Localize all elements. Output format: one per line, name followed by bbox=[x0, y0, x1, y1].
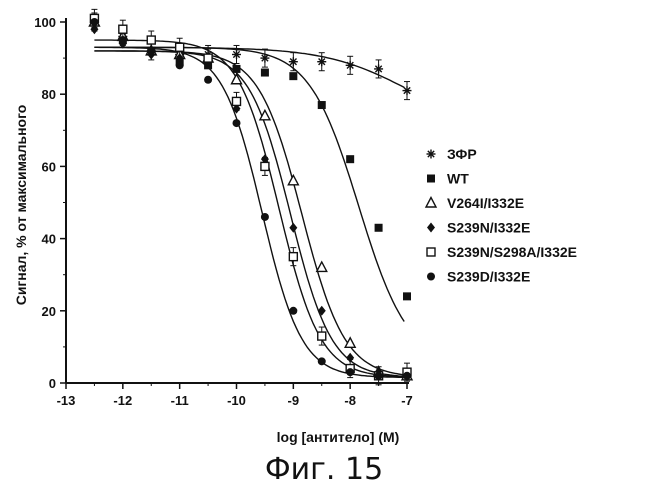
legend-item: S239D/I332E bbox=[427, 269, 530, 285]
data-point-series-6 bbox=[375, 372, 383, 380]
legend: ЗФР WT V264I/I332E S239N/I332E S239N/S298A/I… bbox=[426, 146, 577, 285]
data-point-series-6 bbox=[261, 213, 269, 221]
data-point-series-2 bbox=[375, 224, 383, 232]
data-point-series-2 bbox=[318, 101, 326, 109]
data-point-series-6 bbox=[90, 18, 98, 26]
data-point-series-6 bbox=[147, 47, 155, 55]
data-point-series-1 bbox=[232, 50, 241, 59]
data-point-series-3 bbox=[232, 74, 242, 84]
data-point-series-6 bbox=[233, 119, 241, 127]
y-tick-label: 40 bbox=[42, 232, 56, 247]
x-tick-label: -8 bbox=[344, 393, 356, 408]
data-point-series-6 bbox=[403, 372, 411, 380]
data-point-series-5 bbox=[119, 25, 127, 33]
y-tick-label: 80 bbox=[42, 87, 56, 102]
x-tick-label: -10 bbox=[227, 393, 246, 408]
data-point-series-6 bbox=[346, 368, 354, 376]
data-point-series-2 bbox=[346, 155, 354, 163]
data-point-series-6 bbox=[119, 36, 127, 44]
fit-curve-6 bbox=[94, 47, 404, 377]
x-tick-label: -11 bbox=[171, 393, 189, 408]
legend-marker bbox=[427, 223, 435, 233]
data-point-series-5 bbox=[289, 253, 297, 261]
fit-curves bbox=[94, 40, 404, 377]
data-point-series-5 bbox=[261, 162, 269, 170]
x-tick-label: -9 bbox=[288, 393, 300, 408]
legend-marker bbox=[427, 150, 436, 159]
data-point-series-1 bbox=[317, 57, 326, 66]
legend-item: V264I/I332E bbox=[426, 195, 524, 211]
data-point-series-1 bbox=[374, 64, 383, 73]
dose-response-chart: -13 -12 -11 -10 -9 -8 -7 0 20 40 60 80 100 log [анти… bbox=[0, 0, 648, 450]
legend-label: ЗФР bbox=[447, 146, 477, 162]
x-tick-label: -13 bbox=[57, 393, 76, 408]
legend-label: V264I/I332E bbox=[447, 195, 524, 211]
legend-item: S239N/I332E bbox=[427, 220, 530, 236]
data-point-series-4 bbox=[289, 223, 297, 233]
y-tick-label: 100 bbox=[34, 15, 56, 30]
data-point-series-2 bbox=[289, 72, 297, 80]
legend-marker bbox=[427, 248, 435, 256]
legend-marker bbox=[427, 175, 435, 183]
fit-curve-3 bbox=[94, 51, 404, 375]
axes: -13 -12 -11 -10 -9 -8 -7 0 20 40 60 80 100 bbox=[34, 15, 412, 408]
legend-item: ЗФР bbox=[427, 146, 477, 162]
legend-marker bbox=[426, 198, 436, 208]
data-point-series-6 bbox=[176, 61, 184, 69]
data-point-series-6 bbox=[204, 76, 212, 84]
legend-item: WT bbox=[427, 171, 469, 187]
legend-label: S239N/S298A/I332E bbox=[447, 244, 577, 260]
data-point-series-1 bbox=[346, 61, 355, 70]
y-axis-label: Сигнал, % от максимального bbox=[13, 105, 29, 306]
data-point-series-1 bbox=[260, 54, 269, 63]
data-point-series-5 bbox=[176, 43, 184, 51]
data-point-series-1 bbox=[403, 86, 412, 95]
data-point-series-4 bbox=[318, 306, 326, 316]
data-point-series-1 bbox=[289, 57, 298, 66]
x-tick-label: -7 bbox=[401, 393, 413, 408]
data-point-series-3 bbox=[317, 262, 327, 272]
legend-item: S239N/S298A/I332E bbox=[427, 244, 577, 260]
data-point-series-5 bbox=[147, 36, 155, 44]
fit-curve-1 bbox=[94, 47, 404, 87]
data-point-series-6 bbox=[289, 307, 297, 315]
data-point-series-5 bbox=[204, 54, 212, 62]
y-tick-label: 0 bbox=[49, 376, 56, 391]
x-axis-label: log [антитело] (М) bbox=[277, 429, 400, 445]
data-point-series-3 bbox=[288, 175, 298, 185]
legend-label: S239D/I332E bbox=[447, 269, 530, 285]
data-point-series-2 bbox=[403, 292, 411, 300]
y-tick-label: 60 bbox=[42, 159, 56, 174]
legend-marker bbox=[427, 273, 435, 281]
data-point-series-2 bbox=[261, 69, 269, 77]
data-point-series-5 bbox=[233, 97, 241, 105]
x-tick-label: -12 bbox=[113, 393, 132, 408]
figure-caption: Фиг. 15 bbox=[0, 452, 648, 487]
fit-curve-4 bbox=[94, 51, 404, 376]
legend-label: S239N/I332E bbox=[447, 220, 530, 236]
y-tick-label: 20 bbox=[42, 304, 56, 319]
data-point-series-2 bbox=[233, 65, 241, 73]
data-markers bbox=[89, 9, 412, 384]
data-point-series-6 bbox=[318, 357, 326, 365]
data-point-series-5 bbox=[318, 332, 326, 340]
legend-label: WT bbox=[447, 171, 469, 187]
